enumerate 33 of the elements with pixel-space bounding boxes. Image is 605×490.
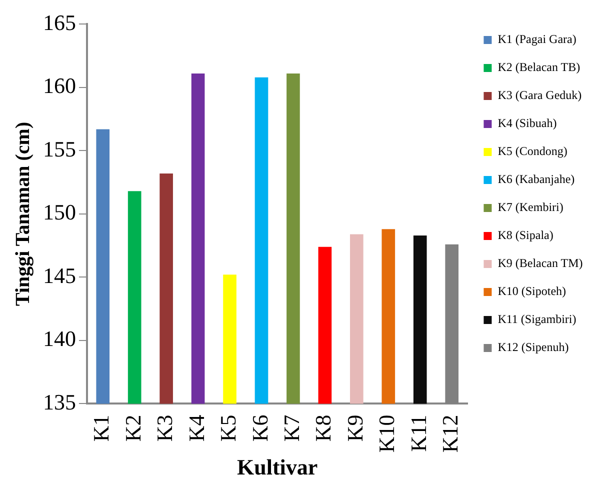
x-tick-label: K6 (247, 414, 272, 442)
y-tick-label: 160 (43, 73, 76, 98)
y-tick-label: 155 (43, 136, 76, 162)
y-axis-title: Tinggi Tanaman (cm) (12, 122, 34, 306)
legend-label: K9 (Belacan TM) (498, 256, 583, 270)
legend-label: K11 (Sigambiri) (498, 312, 576, 326)
legend-label: K4 (Sibuah) (498, 116, 557, 130)
x-tick-label: K11 (406, 414, 431, 452)
x-tick-label: K10 (374, 414, 400, 453)
x-tick-label: K1 (88, 414, 114, 442)
y-tick-label: 135 (43, 389, 76, 414)
legend-label: K1 (Pagai Gara) (498, 32, 576, 46)
legend-label: K3 (Gara Geduk) (498, 88, 582, 102)
x-tick-label: K9 (342, 414, 368, 442)
y-tick-label: 145 (43, 262, 76, 288)
legend-label: K10 (Sipoteh) (498, 284, 566, 298)
legend-label: K7 (Kembiri) (498, 200, 564, 214)
x-tick-label: K12 (438, 414, 463, 453)
legend-label: K8 (Sipala) (498, 228, 554, 242)
legend-label: K2 (Belacan TB) (498, 60, 580, 74)
x-tick-label: K2 (120, 414, 146, 442)
y-tick-label: 140 (43, 326, 76, 352)
x-tick-label: K3 (152, 414, 178, 442)
x-axis-title: Kultivar (237, 454, 318, 480)
legend-label: K5 (Condong) (498, 144, 568, 158)
x-tick-label: K5 (216, 414, 241, 442)
legend-label: K12 (Sipenuh) (498, 340, 569, 354)
y-tick-label: 165 (43, 10, 76, 35)
x-tick-label: K7 (278, 414, 304, 442)
x-tick-label: K8 (310, 414, 336, 442)
y-tick-label: 150 (43, 200, 76, 225)
x-tick-label: K4 (184, 414, 209, 442)
legend-label: K6 (Kabanjahe) (498, 172, 575, 186)
